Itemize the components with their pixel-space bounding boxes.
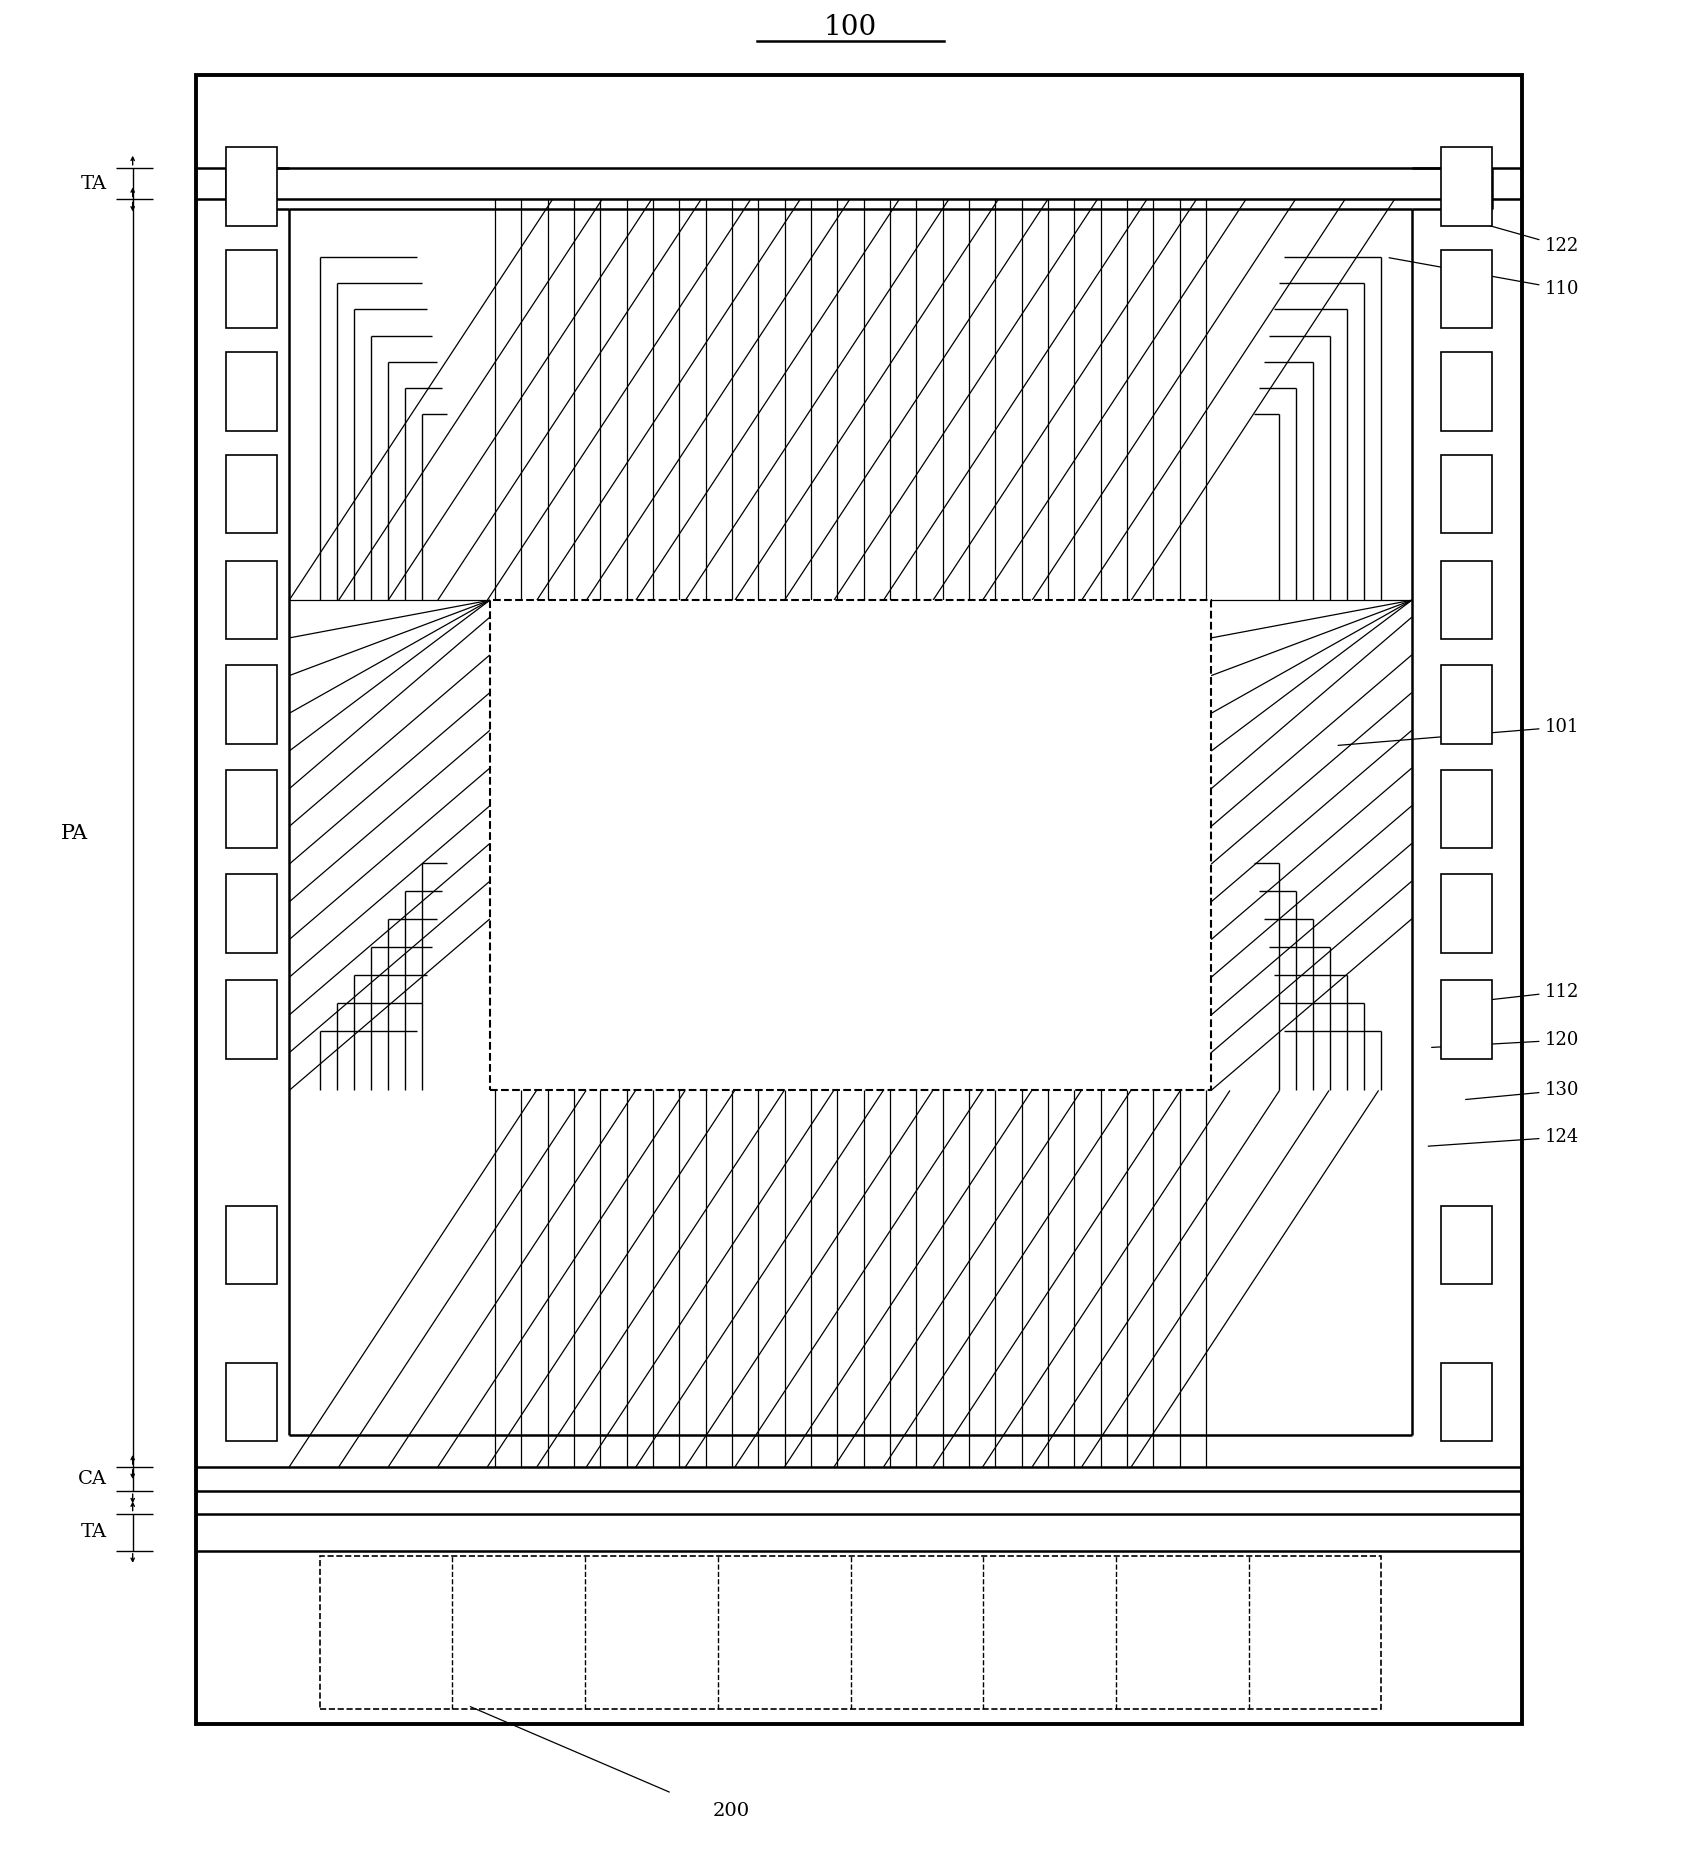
Bar (1441, 1363, 1492, 1441)
Bar (490, 600, 1211, 1090)
Bar (226, 250, 277, 328)
Bar (226, 352, 277, 431)
Bar (1441, 665, 1492, 744)
Text: 124: 124 (1429, 1128, 1579, 1146)
Bar (226, 770, 277, 848)
Text: PA: PA (61, 824, 88, 843)
Bar (196, 75, 1522, 1724)
Text: 112: 112 (1466, 982, 1579, 1003)
Bar (1441, 1206, 1492, 1284)
Text: 100: 100 (823, 15, 878, 41)
Bar (1441, 250, 1492, 328)
Text: TA: TA (82, 1523, 107, 1542)
Bar (226, 874, 277, 953)
Bar (1441, 147, 1492, 226)
Text: CA: CA (78, 1471, 107, 1487)
Bar (1441, 874, 1492, 953)
Text: 101: 101 (1339, 718, 1579, 746)
Text: 122: 122 (1466, 218, 1579, 255)
Text: 110: 110 (1390, 257, 1579, 298)
Bar (320, 1556, 1381, 1709)
Bar (226, 147, 277, 226)
Bar (1441, 980, 1492, 1059)
Bar (1441, 561, 1492, 639)
Bar (226, 980, 277, 1059)
Text: 200: 200 (713, 1802, 750, 1821)
Bar (226, 561, 277, 639)
Bar (1441, 352, 1492, 431)
Bar (226, 665, 277, 744)
Bar (226, 455, 277, 533)
Text: 120: 120 (1432, 1031, 1579, 1049)
Bar (1441, 455, 1492, 533)
Bar (1441, 770, 1492, 848)
Text: TA: TA (82, 175, 107, 192)
Bar (226, 1363, 277, 1441)
Bar (226, 1206, 277, 1284)
Text: 130: 130 (1466, 1081, 1579, 1100)
